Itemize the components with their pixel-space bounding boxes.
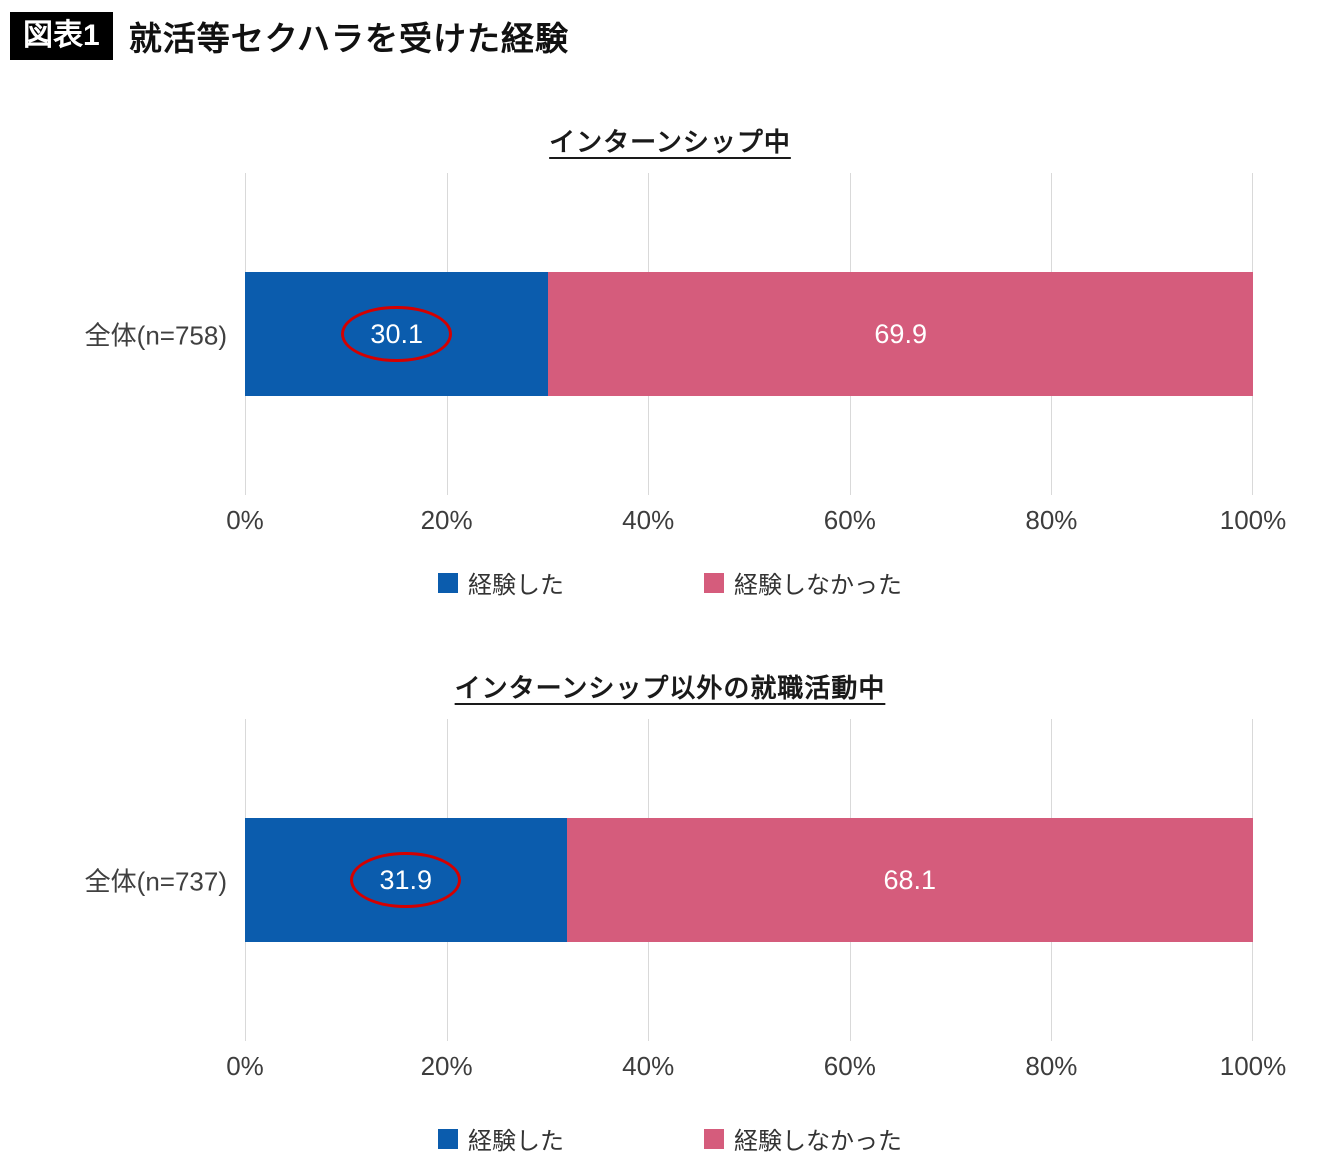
legend-label: 経験しなかった <box>734 572 902 599</box>
stacked-bar: 30.1 69.9 <box>245 272 1253 396</box>
legend-item-experienced: 経験した <box>438 565 564 600</box>
legend: 経験した 経験しなかった <box>0 1121 1340 1156</box>
chart-title: インターンシップ以外の就職活動中 <box>454 673 886 703</box>
x-axis: 0% 20% 40% 60% 80% 100% <box>226 505 1286 539</box>
bar-segment-not-experienced: 68.1 <box>566 818 1253 942</box>
value-label: 69.9 <box>874 318 927 349</box>
legend-label: 経験した <box>468 1128 564 1155</box>
x-tick: 60% <box>823 1051 876 1081</box>
figure-badge: 図表1 <box>10 12 113 60</box>
legend-item-experienced: 経験した <box>438 1121 564 1156</box>
x-tick: 40% <box>622 505 675 535</box>
chart-title: インターンシップ中 <box>549 127 791 157</box>
legend-swatch-pink <box>704 572 724 593</box>
legend-swatch-pink <box>704 1128 724 1149</box>
value-label-circled: 30.1 <box>341 305 452 363</box>
value-label-circled: 31.9 <box>350 851 462 909</box>
x-tick: 40% <box>622 1051 675 1081</box>
stacked-bar: 31.9 68.1 <box>245 818 1253 942</box>
bar-segment-not-experienced: 69.9 <box>548 272 1253 396</box>
plot-area: 全体(n=758) 30.1 69.9 <box>85 173 1253 495</box>
plot-outer: 全体(n=737) 31.9 68.1 0% 20% 40% 60% 80% 1… <box>85 719 1286 1085</box>
value-label: 68.1 <box>883 864 937 895</box>
x-tick: 20% <box>420 505 473 535</box>
page-title: 就活等セクハラを受けた経験 <box>128 20 570 57</box>
x-tick: 80% <box>1025 1051 1078 1081</box>
plot-outer: 全体(n=758) 30.1 69.9 0% 20% 40% 60% 80% 1… <box>85 173 1286 539</box>
bar-segment-experienced: 31.9 <box>245 818 567 942</box>
x-tick: 60% <box>823 505 876 535</box>
bar-segment-experienced: 30.1 <box>245 272 549 396</box>
legend-swatch-blue <box>438 1128 458 1149</box>
legend-item-not-experienced: 経験しなかった <box>704 565 902 600</box>
x-tick: 20% <box>420 1051 473 1081</box>
legend-label: 経験した <box>468 572 564 599</box>
chart-job-hunting: インターンシップ以外の就職活動中 全体(n=737) 31.9 68.1 0% … <box>0 668 1340 1156</box>
category-label: 全体(n=758) <box>84 320 227 351</box>
legend: 経験した 経験しなかった <box>0 565 1340 600</box>
chart-internship: インターンシップ中 全体(n=758) 30.1 69.9 0% 20% 40% <box>0 122 1340 600</box>
legend-swatch-blue <box>438 572 458 593</box>
figure-header: 図表1 就活等セクハラを受けた経験 <box>0 0 1340 60</box>
x-tick: 100% <box>1219 1051 1287 1081</box>
x-axis: 0% 20% 40% 60% 80% 100% <box>226 1051 1286 1085</box>
category-label: 全体(n=737) <box>84 866 227 897</box>
x-tick: 100% <box>1219 505 1287 535</box>
x-tick: 80% <box>1025 505 1078 535</box>
plot-area: 全体(n=737) 31.9 68.1 <box>85 719 1253 1041</box>
x-tick: 0% <box>226 505 264 535</box>
x-tick: 0% <box>226 1051 264 1081</box>
legend-item-not-experienced: 経験しなかった <box>704 1121 902 1156</box>
legend-label: 経験しなかった <box>734 1128 902 1155</box>
